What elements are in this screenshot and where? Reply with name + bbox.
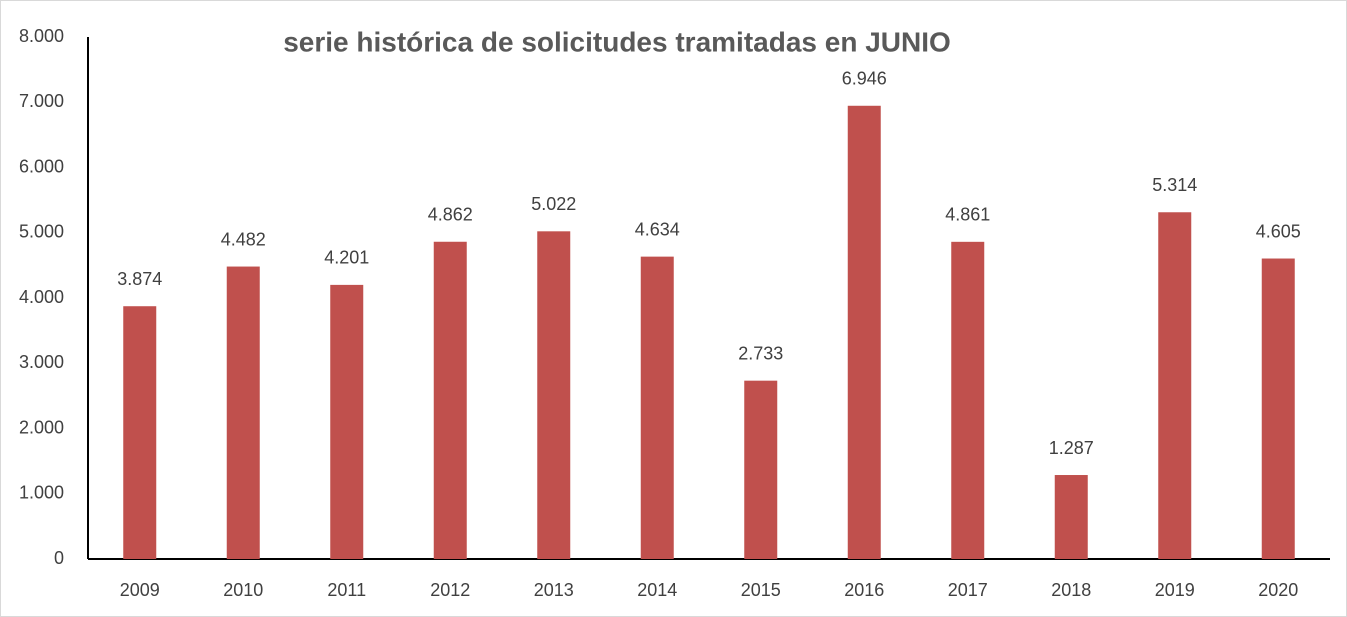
bar [744,380,778,559]
y-tick-label: 7.000 [19,91,64,111]
x-tick-label: 2013 [534,580,574,600]
bar [433,241,467,559]
y-tick-label: 8.000 [19,26,64,46]
bar [123,306,157,559]
x-tick-label: 2011 [327,580,366,600]
x-tick-label: 2017 [948,580,988,600]
chart-title: serie histórica de solicitudes tramitada… [283,26,951,57]
y-tick-label: 2.000 [19,417,64,437]
data-label: 5.314 [1152,175,1197,195]
y-tick-label: 0 [54,548,64,568]
data-label: 5.022 [531,194,576,214]
data-label: 4.605 [1256,221,1301,241]
y-tick-label: 1.000 [19,483,64,503]
data-label: 4.201 [324,248,369,268]
x-tick-label: 2014 [637,580,677,600]
bar [951,241,985,559]
bar [1054,475,1088,559]
bar [1261,258,1295,559]
y-tick-label: 5.000 [19,222,64,242]
x-tick-label: 2010 [223,580,263,600]
bar [330,284,364,559]
data-label: 3.874 [117,269,162,289]
y-tick-label: 3.000 [19,352,64,372]
x-tick-label: 2015 [741,580,781,600]
bar [226,266,260,559]
data-label: 4.482 [221,229,266,249]
x-tick-label: 2018 [1051,580,1091,600]
data-label: 4.861 [945,205,990,225]
y-tick-label: 4.000 [19,287,64,307]
x-tick-label: 2020 [1258,580,1298,600]
x-tick-label: 2012 [430,580,470,600]
data-label: 4.862 [428,205,473,225]
data-label: 2.733 [738,343,783,363]
bar [847,105,881,559]
data-label: 4.634 [635,219,680,239]
data-label: 1.287 [1049,438,1094,458]
bar [537,231,571,559]
data-label: 6.946 [842,69,887,89]
x-tick-label: 2019 [1155,580,1195,600]
bar [640,256,674,559]
x-tick-label: 2009 [120,580,160,600]
x-tick-label: 2016 [844,580,884,600]
y-tick-label: 6.000 [19,156,64,176]
bar [1158,212,1192,559]
